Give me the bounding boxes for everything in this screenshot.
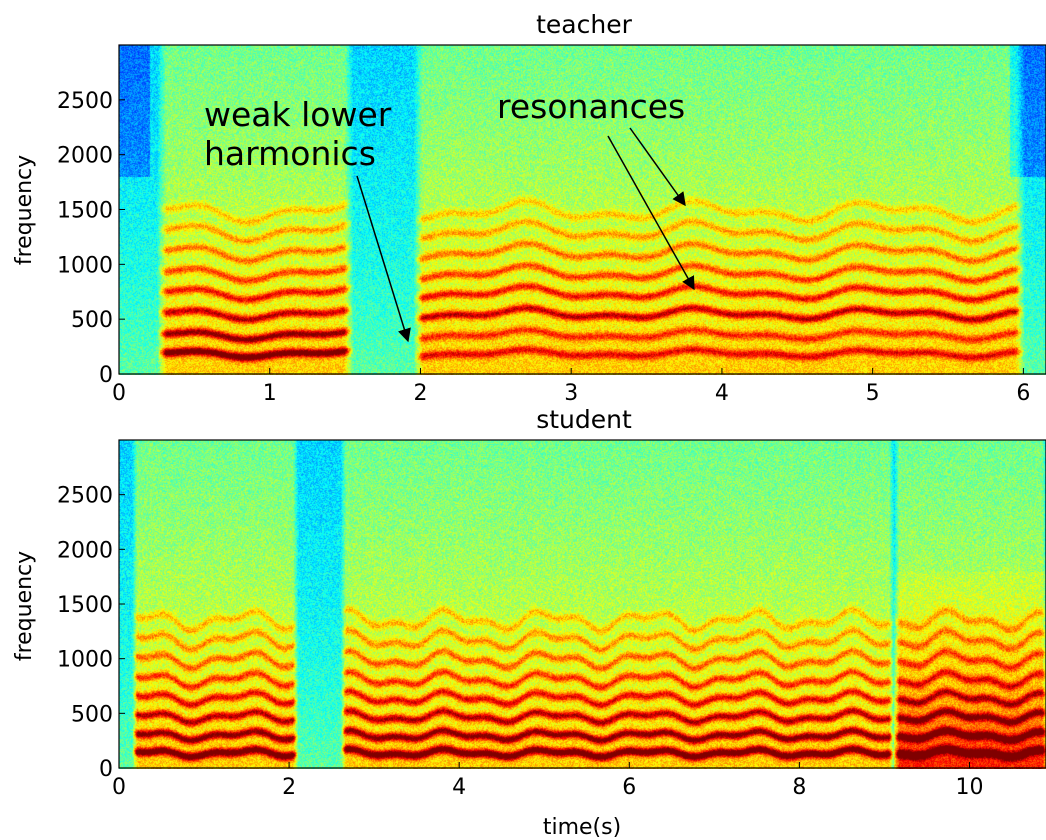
x-tick-label: 2 — [413, 381, 427, 406]
annotation-arrow — [607, 135, 695, 291]
annotation-resonances-text: resonances — [497, 87, 685, 126]
x-tick-label: 0 — [112, 381, 126, 406]
annotation-line: harmonics — [204, 134, 376, 173]
y-tick-label: 2000 — [57, 538, 113, 563]
annotation-arrow — [629, 127, 686, 207]
x-tick-label: 6 — [622, 775, 636, 800]
annotation-arrow — [356, 175, 411, 343]
teacher-y-axis-label: frequency — [12, 155, 37, 265]
x-tick-label: 3 — [564, 381, 578, 406]
teacher-panel: teacher 0 1 2 3 4 5 6 0 500 1000 1500 2000 2500 freq… — [12, 10, 1046, 406]
y-tick-label: 2000 — [57, 144, 113, 169]
y-tick-label: 0 — [99, 363, 113, 388]
y-tick-label: 0 — [99, 757, 113, 782]
annotation-line: weak lower — [204, 95, 392, 134]
x-tick-label: 8 — [792, 775, 806, 800]
x-tick-label: 4 — [715, 381, 729, 406]
y-tick-label: 1500 — [57, 593, 113, 618]
student-y-axis-label: frequency — [12, 551, 37, 661]
teacher-spectrogram-wrap — [119, 45, 1046, 375]
student-axis-ticks: 0 2 4 6 8 10 0 500 1000 1500 2000 2500 — [57, 484, 983, 800]
teacher-spectrogram — [119, 45, 1046, 375]
y-tick-label: 500 — [71, 308, 113, 333]
y-tick-label: 1000 — [57, 648, 113, 673]
student-spectrogram — [119, 440, 1046, 769]
x-tick-label: 4 — [452, 775, 466, 800]
y-tick-label: 1000 — [57, 253, 113, 278]
y-tick-label: 2500 — [57, 484, 113, 509]
student-title: student — [536, 405, 632, 434]
teacher-axis-ticks: 0 1 2 3 4 5 6 0 500 1000 1500 2000 2500 — [57, 89, 1030, 406]
student-spectrogram-wrap — [119, 440, 1046, 769]
y-tick-label: 500 — [71, 702, 113, 727]
teacher-title: teacher — [536, 10, 632, 39]
x-tick-label: 6 — [1016, 381, 1030, 406]
annotation-resonances: resonances — [497, 87, 695, 291]
x-tick-label: 2 — [282, 775, 296, 800]
student-x-axis-label: time(s) — [543, 815, 621, 840]
x-tick-label: 5 — [866, 381, 880, 406]
x-tick-label: 10 — [955, 775, 983, 800]
annotation-weak-lower-harmonics: weak lower harmonics — [204, 95, 411, 343]
x-tick-label: 0 — [112, 775, 126, 800]
student-panel: student 0 2 4 6 8 10 0 500 1000 1500 2000 2500 freq… — [12, 405, 1046, 840]
x-tick-label: 1 — [263, 381, 277, 406]
y-tick-label: 1500 — [57, 199, 113, 224]
annotation-weak-lower-harmonics-text: weak lower harmonics — [204, 95, 402, 173]
y-tick-label: 2500 — [57, 89, 113, 114]
